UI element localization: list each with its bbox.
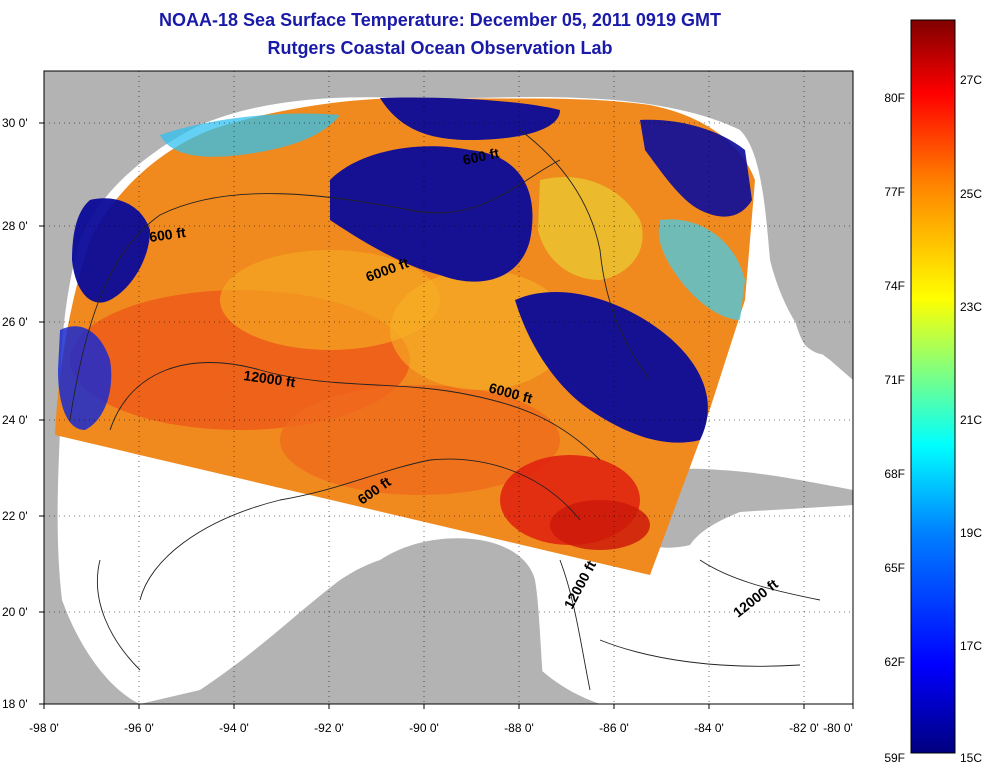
graticule [44, 71, 853, 704]
map-frame [43, 70, 854, 705]
colorbar-f-label: 80F [884, 91, 905, 105]
colorbar-c-label: 15C [960, 751, 982, 765]
x-tick-label: -84 0' [694, 721, 724, 735]
y-tick-label: 22 0' [2, 509, 28, 523]
colorbar-f-label: 71F [884, 373, 905, 387]
x-tick-label: -80 0' [823, 721, 853, 735]
colorbar-f-labels: 80F 77F 74F 71F 68F 65F 62F 59F [884, 91, 905, 765]
y-tick-label: 30 0' [2, 116, 28, 130]
x-tick-label: -94 0' [219, 721, 249, 735]
map-title: NOAA-18 Sea Surface Temperature: Decembe… [159, 10, 721, 30]
florida [761, 110, 842, 355]
x-tick-label: -96 0' [124, 721, 154, 735]
y-tick-label: 24 0' [2, 413, 28, 427]
yucatan [370, 538, 545, 704]
colorbar-c-labels: 27C 25C 23C 21C 19C 17C 15C [960, 73, 982, 765]
x-tick-label: -82 0' [789, 721, 819, 735]
x-tick-label: -98 0' [29, 721, 59, 735]
bathymetry-contours [69, 129, 821, 691]
x-tick-label: -90 0' [409, 721, 439, 735]
contour-label-600-north: 600 ft [461, 145, 500, 168]
colorbar-c-label: 19C [960, 526, 982, 540]
y-tick-label: 28 0' [2, 219, 28, 233]
colorbar-c-label: 25C [960, 187, 982, 201]
colorbar-f-label: 74F [884, 279, 905, 293]
y-tick-label: 26 0' [2, 315, 28, 329]
contour-label-12000-west: 12000 ft [243, 367, 297, 390]
x-tick-label: -88 0' [504, 721, 534, 735]
x-axis-labels: -98 0' -96 0' -94 0' -92 0' -90 0' -88 0… [29, 721, 853, 735]
colorbar-c-label: 21C [960, 413, 982, 427]
colorbar-f-label: 59F [884, 751, 905, 765]
y-axis-labels: 30 0' 28 0' 26 0' 24 0' 22 0' 20 0' 18 0… [2, 116, 28, 711]
colorbar [910, 19, 956, 754]
contour-label-600-nw: 600 ft [148, 224, 187, 245]
colorbar-c-label: 17C [960, 639, 982, 653]
y-tick-label: 18 0' [2, 697, 28, 711]
y-tick-label: 20 0' [2, 605, 28, 619]
colorbar-f-label: 77F [884, 185, 905, 199]
colorbar-f-label: 62F [884, 655, 905, 669]
x-tick-label: -92 0' [314, 721, 344, 735]
colorbar-f-label: 65F [884, 561, 905, 575]
map-subtitle: Rutgers Coastal Ocean Observation Lab [267, 38, 613, 58]
x-tick-label: -86 0' [599, 721, 629, 735]
colorbar-c-label: 23C [960, 300, 982, 314]
colorbar-c-label: 27C [960, 73, 982, 87]
frame-ticks [39, 122, 854, 709]
colorbar-f-label: 68F [884, 467, 905, 481]
